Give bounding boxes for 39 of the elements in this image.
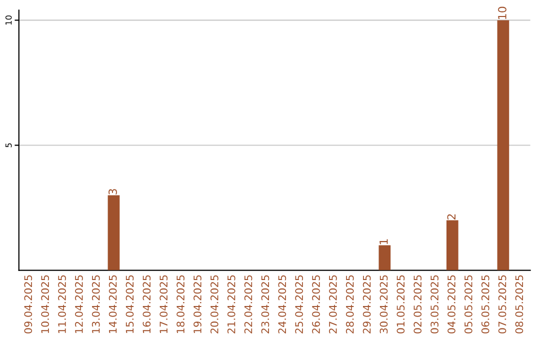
x-tick-label: 27.04.2025 (329, 275, 337, 334)
x-tick-label: 25.04.2025 (295, 275, 304, 334)
x-tick-label: 14.04.2025 (108, 275, 117, 333)
x-tick-label: 26.04.2025 (312, 275, 320, 334)
x-tick-label: 22.04.2025 (244, 275, 252, 334)
data-label: 3 (108, 189, 117, 194)
data-label: 1 (380, 239, 388, 244)
x-tick-label: 04.05.2025 (448, 275, 456, 334)
bar (108, 195, 120, 270)
x-tick-label: 30.04.2025 (380, 275, 388, 334)
x-tick-label: 28.04.2025 (346, 275, 354, 334)
x-tick-label: 16.04.2025 (142, 275, 151, 333)
x-tick-label: 10.04.2025 (41, 275, 50, 333)
x-tick-label: 03.05.2025 (430, 275, 438, 334)
x-tick-label: 08.05.2025 (515, 275, 524, 334)
x-tick-label: 05.05.2025 (464, 275, 472, 334)
x-tick-label: 23.04.2025 (261, 275, 270, 334)
x-tick-label: 21.04.2025 (227, 275, 236, 334)
x-tick-label: 24.04.2025 (278, 275, 286, 334)
data-label: 10 (498, 6, 506, 19)
x-tick-label: 20.04.2025 (210, 275, 218, 334)
x-tick-label: 13.04.2025 (92, 275, 100, 333)
bar (378, 245, 391, 270)
x-tick-label: 18.04.2025 (176, 275, 184, 333)
data-label: 2 (447, 214, 456, 220)
x-tick-label: 02.05.2025 (414, 275, 422, 334)
x-tick-label: 09.04.2025 (24, 275, 32, 334)
y-tick-label: 5 (6, 143, 12, 148)
x-tick-label: 11.04.2025 (58, 275, 66, 333)
x-tick-label: 29.04.2025 (362, 275, 371, 334)
x-tick-label: 01.05.2025 (396, 275, 405, 334)
x-tick-label: 07.05.2025 (498, 275, 506, 334)
x-tick-label: 15.04.2025 (126, 275, 134, 333)
x-tick-label: 17.04.2025 (160, 275, 168, 333)
x-tick-label: 19.04.2025 (194, 275, 202, 333)
bar (446, 220, 458, 270)
x-tick-label: 06.05.2025 (481, 275, 490, 334)
bar (497, 20, 510, 270)
x-tick-label: 12.04.2025 (75, 275, 83, 333)
